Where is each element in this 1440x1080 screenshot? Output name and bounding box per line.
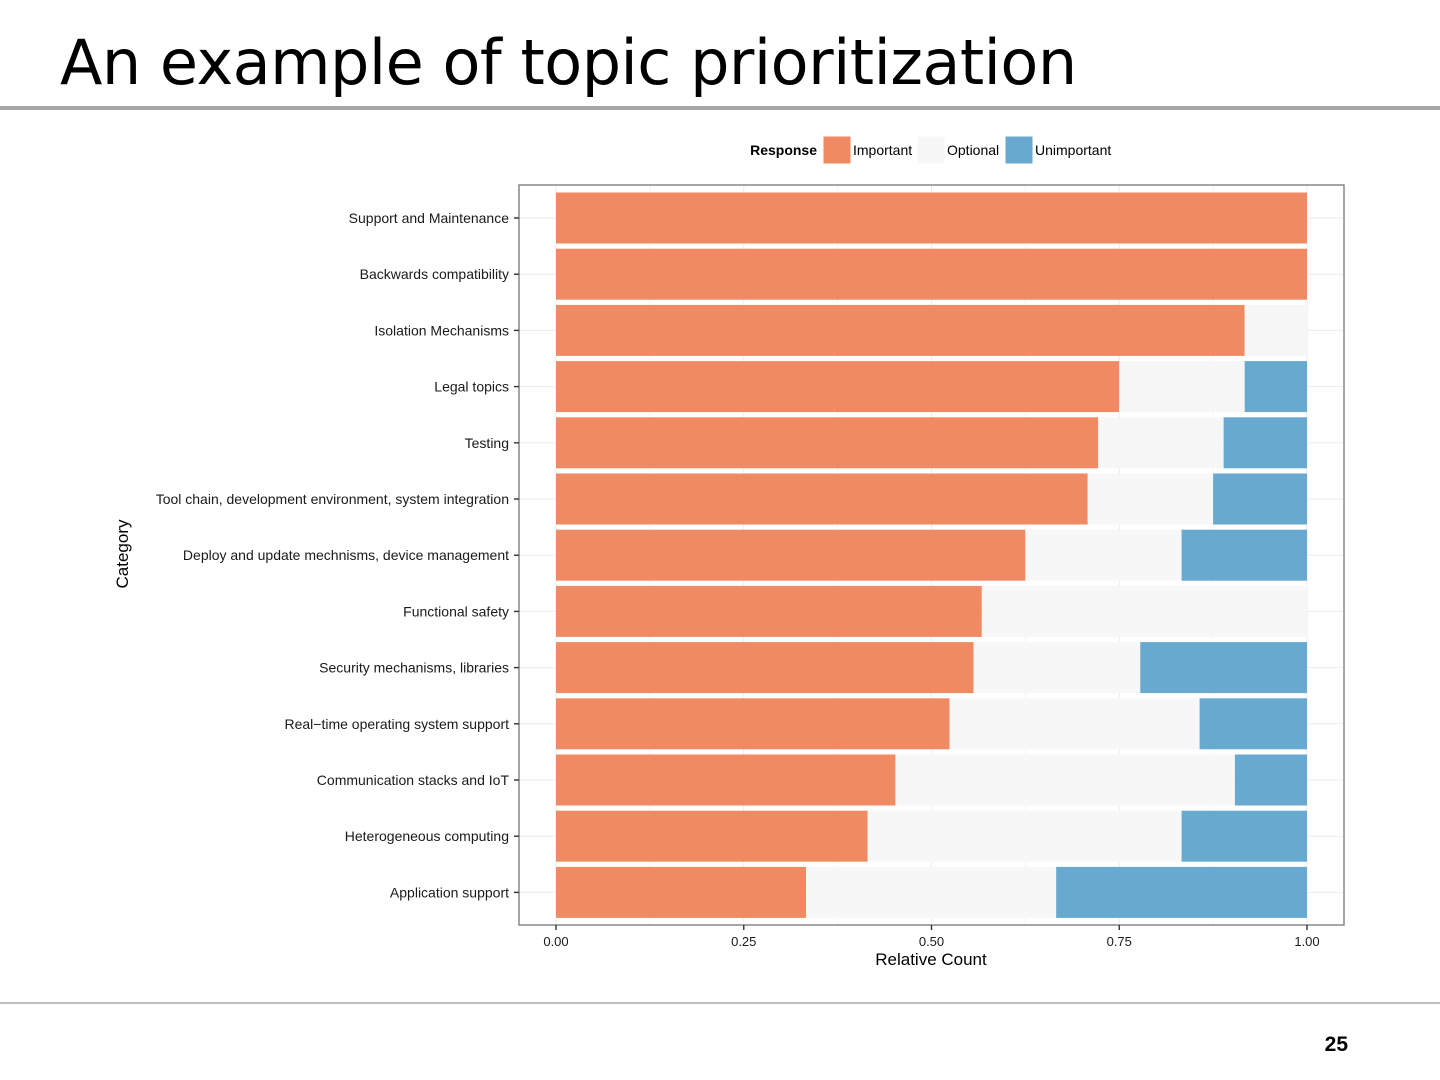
bar-segment-optional: [806, 866, 1057, 918]
y-tick-label: Deploy and update mechnisms, device mana…: [183, 547, 509, 563]
y-tick-label: Application support: [390, 884, 509, 900]
legend-key-unimportant: [1004, 135, 1034, 165]
y-tick-label: Legal topics: [434, 379, 509, 395]
bar-segment-optional: [1098, 417, 1224, 469]
bar-segment-important: [556, 529, 1026, 581]
bar-segment-optional: [1244, 304, 1307, 356]
y-tick-label: Real−time operating system support: [285, 716, 510, 732]
bar-segment-unimportant: [1213, 473, 1307, 525]
bar-segment-important: [556, 361, 1120, 413]
bar-segment-important: [556, 754, 896, 806]
bar-segment-unimportant: [1140, 642, 1307, 694]
bar-segment-optional: [1119, 361, 1245, 413]
bar-segment-important: [556, 192, 1307, 244]
bar-segment-optional: [895, 754, 1235, 806]
bar-segment-important: [556, 810, 868, 862]
legend-title: Response: [750, 142, 817, 158]
legend-key-optional: [916, 135, 946, 165]
legend-key-important: [822, 135, 852, 165]
bar-segment-unimportant: [1199, 698, 1307, 750]
slide-title: An example of topic prioritization: [60, 26, 1077, 99]
legend-label-optional: Optional: [947, 142, 999, 158]
bar-segment-important: [556, 304, 1245, 356]
bar-segment-important: [556, 642, 974, 694]
chart-legend: Response Important Optional Unimportant: [750, 135, 1111, 165]
bar-segment-unimportant: [1181, 810, 1307, 862]
title-divider: [0, 106, 1440, 110]
x-tick-label: 1.00: [1294, 934, 1319, 949]
bar-segment-unimportant: [1223, 417, 1307, 469]
y-axis-label: Category: [113, 519, 132, 588]
page-number: 25: [1324, 1033, 1348, 1056]
bar-segment-important: [556, 698, 950, 750]
bar-segment-important: [556, 248, 1307, 300]
bar-segment-important: [556, 866, 807, 918]
bar-segment-unimportant: [1181, 529, 1307, 581]
bar-segment-optional: [973, 642, 1141, 694]
bar-segment-important: [556, 585, 982, 637]
y-tick-label: Communication stacks and IoT: [317, 772, 510, 788]
y-tick-label: Functional safety: [403, 603, 509, 619]
bar-segment-optional: [981, 585, 1307, 637]
bar-segment-optional: [949, 698, 1200, 750]
legend-label-important: Important: [853, 142, 912, 158]
y-tick-label: Testing: [465, 435, 509, 451]
footer-divider: [0, 1002, 1440, 1004]
bar-segment-unimportant: [1244, 361, 1307, 413]
x-axis-label: Relative Count: [875, 950, 987, 969]
x-tick-label: 0.25: [731, 934, 756, 949]
x-tick-label: 0.00: [543, 934, 568, 949]
bar-segment-unimportant: [1056, 866, 1307, 918]
bar-segment-optional: [1025, 529, 1182, 581]
bar-segment-important: [556, 417, 1099, 469]
plot-panel: Support and Maintenance Backwards compati…: [156, 184, 1345, 949]
bar-segment-optional: [867, 810, 1182, 862]
y-tick-label: Backwards compatibility: [360, 266, 509, 282]
y-tick-label: Security mechanisms, libraries: [319, 660, 509, 676]
x-tick-label: 0.75: [1107, 934, 1132, 949]
y-tick-label: Isolation Mechanisms: [374, 322, 509, 338]
legend-label-unimportant: Unimportant: [1035, 142, 1111, 158]
x-tick-label: 0.50: [919, 934, 944, 949]
bar-segment-important: [556, 473, 1088, 525]
y-tick-label: Heterogeneous computing: [345, 828, 509, 844]
bar-segment-optional: [1087, 473, 1214, 525]
bar-segment-unimportant: [1234, 754, 1307, 806]
y-tick-label: Support and Maintenance: [349, 210, 510, 226]
y-tick-label: Tool chain, development environment, sys…: [156, 491, 509, 507]
